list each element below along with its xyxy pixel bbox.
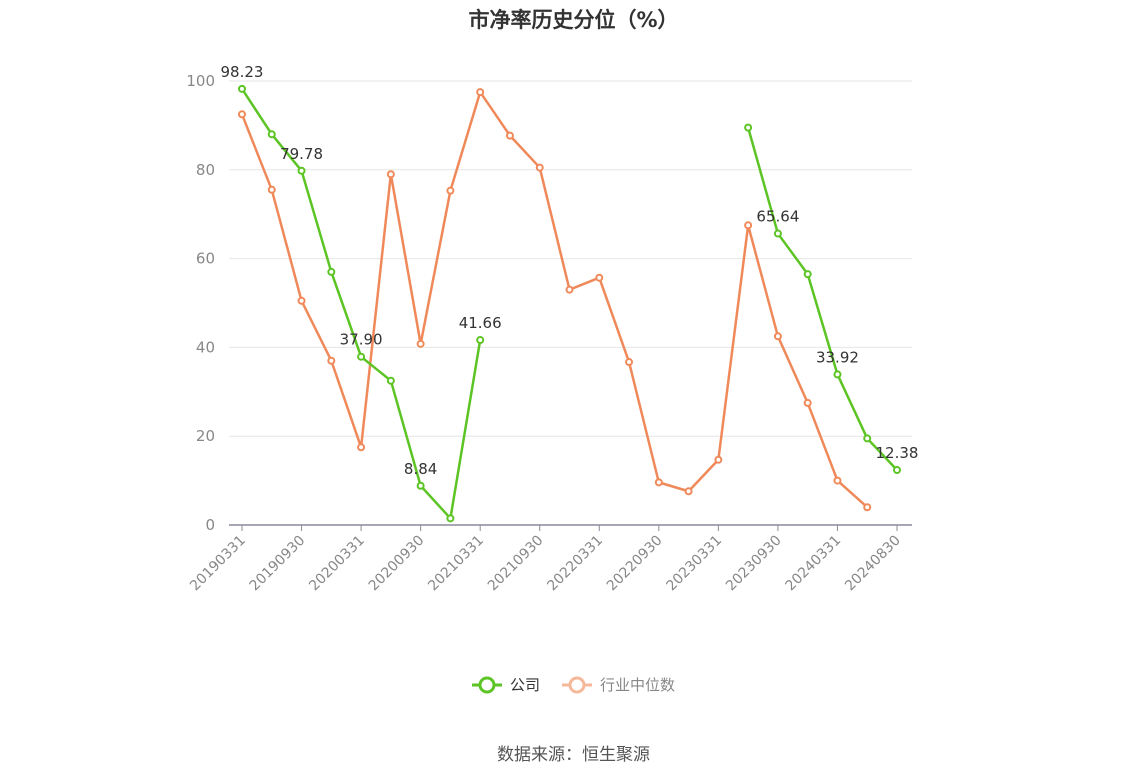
data-label: 79.78 — [280, 145, 323, 163]
company-point — [744, 123, 753, 132]
x-tick-label: 20200930 — [366, 533, 428, 595]
industry-point — [505, 131, 514, 140]
x-tick-label: 20190331 — [187, 533, 249, 595]
x-tick-label: 20220331 — [544, 533, 606, 595]
company-line — [746, 127, 898, 471]
chart-title: 市净率历史分位（%） — [468, 8, 679, 32]
industry-point — [565, 285, 574, 294]
industry-point — [714, 455, 723, 464]
x-tick-label: 20230930 — [723, 533, 785, 595]
data-label: 8.84 — [404, 460, 437, 478]
industry-point — [654, 478, 663, 487]
y-tick-label: 100 — [186, 72, 215, 90]
industry-point — [595, 273, 604, 282]
industry-point — [386, 170, 395, 179]
industry-point — [297, 296, 306, 305]
company-point — [238, 84, 246, 93]
legend-industry-swatch — [562, 676, 592, 693]
company-line — [240, 88, 482, 520]
data-labels: 98.23 79.78 37.90 8.84 41.66 65.64 33.92 12.38 — [221, 63, 919, 478]
legend: 公司 行业中位数 — [0, 674, 1147, 695]
y-tick-label: 40 — [196, 338, 215, 356]
industry-point — [773, 332, 782, 341]
legend-industry-label: 行业中位数 — [600, 676, 676, 694]
industry-point — [327, 356, 336, 365]
company-point — [893, 466, 901, 475]
company-point — [803, 270, 812, 279]
industry-point — [238, 110, 246, 119]
industry-point — [803, 398, 812, 407]
x-tick-label: 20240830 — [842, 533, 904, 595]
x-tick-label: 20210930 — [485, 533, 547, 595]
company-point — [863, 434, 872, 443]
industry-point — [625, 358, 634, 367]
x-tick-label: 20210331 — [425, 533, 487, 595]
company-point — [446, 514, 455, 523]
industry-line — [240, 90, 869, 509]
industry-point — [684, 487, 693, 496]
industry-point — [535, 163, 544, 172]
y-tick-label: 60 — [196, 250, 215, 268]
data-label: 65.64 — [756, 208, 799, 226]
data-label: 37.90 — [340, 331, 383, 349]
data-label: 12.38 — [876, 444, 919, 462]
legend-item-industry[interactable]: 行业中位数 — [562, 674, 675, 695]
data-label: 98.23 — [221, 63, 264, 81]
industry-point — [863, 503, 872, 512]
industry-point — [833, 476, 842, 485]
series-industry — [238, 88, 872, 512]
source-note: 数据来源：恒生聚源 — [497, 745, 650, 765]
company-point — [476, 336, 485, 345]
x-tick-label: 20200331 — [306, 533, 368, 595]
legend-company-label: 公司 — [509, 676, 540, 694]
company-point — [833, 370, 842, 379]
company-point — [267, 130, 276, 139]
x-tick-label: 20220930 — [604, 533, 666, 595]
company-point — [386, 376, 395, 385]
x-tick-label: 20230331 — [663, 533, 725, 595]
industry-point — [267, 185, 276, 194]
industry-point — [446, 186, 455, 195]
industry-point — [357, 443, 366, 452]
legend-company-swatch — [471, 676, 502, 693]
company-point — [416, 481, 425, 490]
data-label: 33.92 — [816, 348, 859, 366]
company-point — [327, 267, 336, 276]
x-tick-label: 20240331 — [783, 533, 845, 595]
industry-point — [476, 88, 485, 97]
grid-lines — [229, 80, 912, 437]
company-point — [773, 229, 782, 238]
data-label: 41.66 — [459, 314, 502, 332]
x-tick-label: 20190930 — [247, 533, 309, 595]
y-tick-label: 0 — [205, 516, 215, 534]
industry-point — [416, 339, 425, 348]
legend-item-company[interactable]: 公司 — [471, 674, 540, 695]
y-tick-label: 80 — [196, 161, 215, 179]
company-point — [297, 166, 306, 175]
y-tick-label: 20 — [196, 427, 215, 445]
series-company — [238, 84, 901, 523]
company-point — [357, 352, 366, 361]
industry-point — [744, 221, 753, 230]
